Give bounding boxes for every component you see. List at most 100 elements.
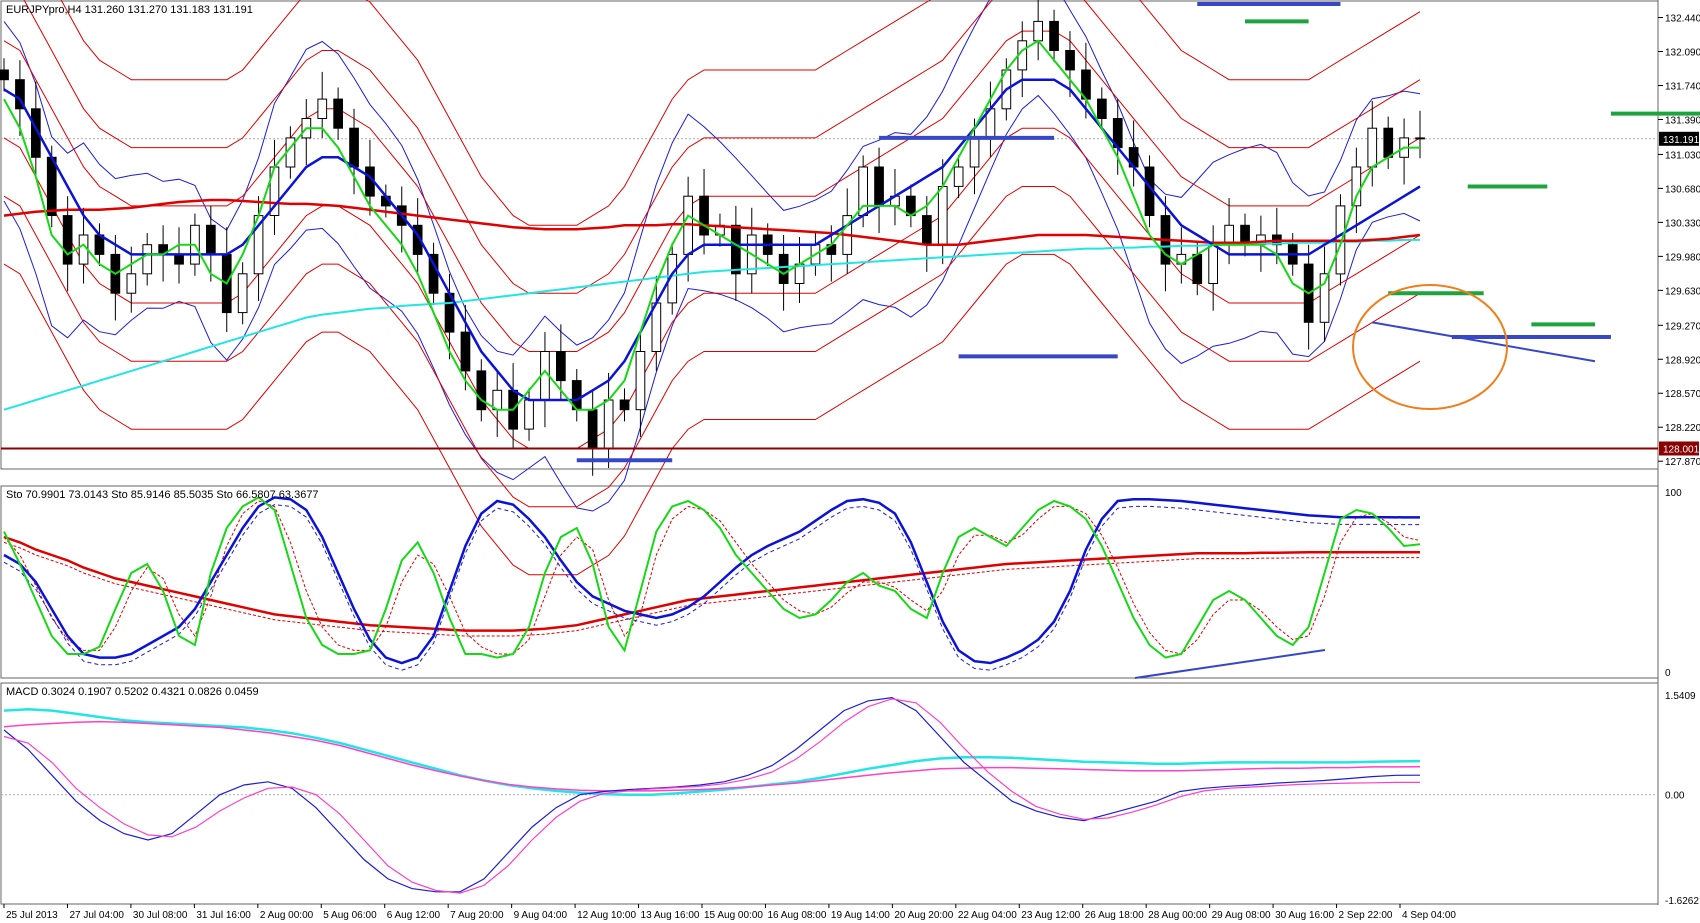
- candle-bull: [1367, 127, 1378, 168]
- candle-bull: [937, 186, 948, 246]
- candle-bull: [317, 98, 328, 119]
- macd-layer: [1, 696, 1658, 894]
- envelope-lower-line-3: [3, 253, 1421, 576]
- price-axis-label: 131.740: [1665, 81, 1700, 92]
- candle-bear: [1383, 127, 1394, 158]
- envelope-upper-line-2: [23, 0, 1421, 294]
- stoch-long-main: [3, 535, 1420, 632]
- time-axis-label: 25 Jul 2013: [6, 910, 58, 921]
- sma-very-long-line: [3, 238, 1420, 411]
- stoch-mid-main: [3, 496, 1420, 665]
- stoch-axis-label-0: 0: [1665, 668, 1671, 679]
- time-axis-label: 7 Aug 20:00: [450, 910, 504, 921]
- stochastic-header: Sto 70.9901 73.0143 Sto 85.9146 85.5035 …: [6, 489, 319, 501]
- bollinger-lower-line: [3, 94, 1421, 512]
- macd-axis-label: 0.00: [1665, 791, 1685, 802]
- price-axis-label: 128.920: [1665, 355, 1700, 366]
- candle-bear: [46, 156, 57, 217]
- stoch-mid-signal: [3, 504, 1420, 671]
- candle-bear: [1192, 253, 1203, 284]
- current-price-tag: [1659, 131, 1699, 146]
- sma-long-line: [3, 198, 1421, 246]
- time-axis-label: 20 Aug 20:00: [894, 910, 953, 921]
- sma-mid-line: [3, 78, 1421, 402]
- price-axis-label: 132.440: [1665, 14, 1700, 25]
- divergence-trendline-price: [1372, 321, 1596, 363]
- macd-fast-signal: [3, 698, 1420, 894]
- macd-fast-main: [3, 696, 1421, 893]
- candle-bear: [349, 127, 359, 168]
- time-axis-label: 19 Aug 14:00: [831, 910, 890, 921]
- bollinger-upper-line: [3, 0, 1421, 356]
- candle-bull: [1319, 273, 1330, 323]
- candle-bull: [524, 399, 534, 430]
- time-axis-label: 27 Jul 04:00: [69, 910, 124, 921]
- candle-bull: [953, 166, 964, 187]
- macd-slow-main: [3, 708, 1421, 796]
- candle-bear: [1415, 137, 1425, 140]
- time-axis-label: 22 Aug 04:00: [958, 910, 1017, 921]
- envelope-upper-line-1: [3, 30, 1421, 352]
- time-axis-label: 26 Aug 18:00: [1085, 910, 1144, 921]
- candle-bear: [922, 215, 932, 246]
- candle-bear: [174, 253, 184, 265]
- envelope-upper-line-3: [60, 0, 1421, 226]
- envelope-lower-line-2: [3, 186, 1421, 508]
- macd-slow-signal: [3, 720, 1421, 792]
- time-axis-label: 9 Aug 04:00: [514, 910, 568, 921]
- candle-bull: [603, 399, 614, 449]
- candle-bear: [1049, 20, 1059, 51]
- candle-bear: [874, 166, 884, 207]
- highlight-circle: [1352, 284, 1508, 410]
- candle-bear: [778, 253, 789, 284]
- macd-axis-label: 1.5409: [1665, 691, 1696, 702]
- time-axis-label: 16 Aug 08:00: [767, 910, 826, 921]
- candle-bear: [699, 195, 709, 236]
- candle-bear: [412, 224, 423, 255]
- candle-bear: [333, 98, 343, 129]
- stoch-long-signal: [3, 541, 1420, 637]
- price-axis-label: 129.270: [1665, 321, 1700, 332]
- candle-bull: [635, 351, 646, 411]
- macd-header: MACD 0.3024 0.1907 0.5202 0.4321 0.0826 …: [6, 686, 259, 698]
- candle-bear: [556, 351, 566, 382]
- annotation-layer: [576, 1, 1700, 463]
- price-axis-label: 130.680: [1665, 184, 1700, 195]
- price-axis-label: 128.220: [1665, 423, 1700, 434]
- time-axis-label: 15 Aug 00:00: [704, 910, 763, 921]
- candle-bull: [969, 137, 980, 168]
- stoch-fast-main: [3, 496, 1421, 659]
- price-axis-label: 130.330: [1665, 218, 1700, 229]
- price-axis-label: 129.980: [1665, 252, 1700, 263]
- time-axis-label: 28 Aug 00:00: [1148, 910, 1207, 921]
- candle-bear: [476, 370, 487, 411]
- price-axis-label: 129.630: [1665, 286, 1700, 297]
- price-header: EURJPYpro,H4 131.260 131.270 131.183 131…: [6, 4, 253, 16]
- price-axis-label: 128.570: [1665, 389, 1700, 400]
- divergence-trendline-stoch: [1134, 649, 1326, 679]
- price-axis-label: 131.030: [1665, 150, 1700, 161]
- stoch-fast-signal: [3, 500, 1421, 655]
- stochastic-layer: [3, 496, 1421, 679]
- candle-bull: [142, 244, 153, 275]
- time-axis-label: 13 Aug 16:00: [641, 910, 700, 921]
- time-axis-label: 23 Aug 12:00: [1021, 910, 1080, 921]
- price-axis-label: 127.870: [1665, 457, 1700, 468]
- candle-bull: [1351, 166, 1362, 207]
- candle-bear: [62, 215, 73, 265]
- candle-bull: [1208, 244, 1219, 284]
- candle-bear: [619, 399, 630, 411]
- candle-bear: [0, 69, 9, 81]
- time-axis-label: 6 Aug 12:00: [387, 910, 441, 921]
- time-axis-label: 30 Jul 08:00: [133, 910, 188, 921]
- candle-bear: [15, 79, 25, 110]
- stoch-axis-label-100: 100: [1665, 488, 1682, 499]
- candle-bear: [587, 409, 598, 450]
- candle-bull: [237, 273, 248, 314]
- price-series-layer: [0, 0, 1658, 576]
- price-axis-label: 131.390: [1665, 115, 1700, 126]
- candle-bull: [126, 273, 137, 294]
- time-axis-label: 4 Sep 04:00: [1402, 910, 1456, 921]
- candle-bull: [667, 253, 678, 304]
- time-axis-label: 30 Aug 16:00: [1275, 910, 1334, 921]
